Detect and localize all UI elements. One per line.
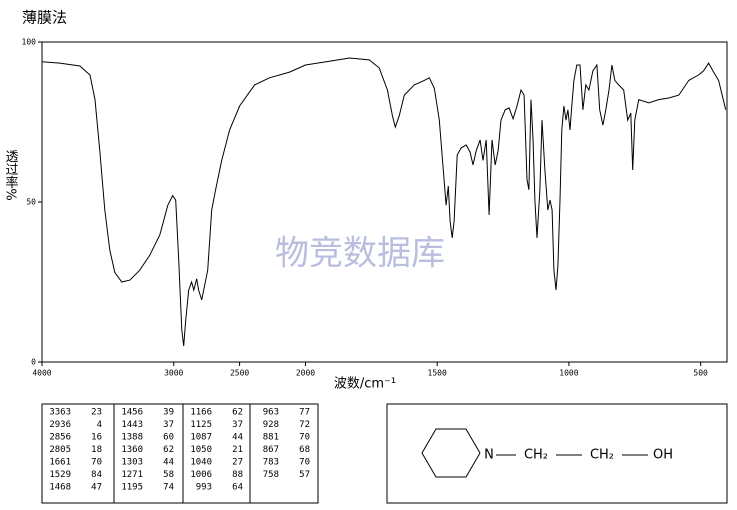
peak-wavenumber: 1456 [121, 408, 143, 418]
peak-transmittance: 57 [299, 470, 310, 480]
peak-transmittance: 68 [299, 445, 310, 455]
y-axis-label: 透过率% [3, 149, 19, 200]
peak-transmittance: 18 [91, 445, 102, 455]
y-tick-label: 0 [31, 358, 36, 367]
peak-wavenumber: 3363 [49, 408, 71, 418]
peak-wavenumber: 993 [196, 483, 212, 493]
peak-wavenumber: 1360 [121, 445, 143, 455]
peak-wavenumber: 1125 [190, 420, 212, 430]
peak-table-frame [41, 403, 319, 504]
plot-frame [41, 41, 728, 363]
x-tick-label: 1500 [428, 369, 447, 378]
peak-wavenumber: 1529 [49, 470, 71, 480]
peak-wavenumber: 2805 [49, 445, 71, 455]
peak-wavenumber: 963 [263, 408, 279, 418]
peak-wavenumber: 1166 [190, 408, 212, 418]
peak-transmittance: 47 [91, 483, 102, 493]
piperidine-ring [421, 428, 481, 478]
peak-transmittance: 58 [163, 470, 174, 480]
peak-wavenumber: 2856 [49, 433, 71, 443]
atom-label: N [484, 448, 494, 463]
peak-transmittance: 70 [299, 458, 310, 468]
peak-transmittance: 70 [91, 458, 102, 468]
chart-title: 薄膜法 [22, 9, 67, 27]
atom-label: CH₂ [524, 448, 548, 463]
peak-transmittance: 39 [163, 408, 174, 418]
peak-wavenumber: 783 [263, 458, 279, 468]
x-axis-label: 波数/cm⁻¹ [334, 377, 396, 392]
atom-label: CH₂ [590, 448, 614, 463]
peak-wavenumber: 1006 [190, 470, 212, 480]
peak-wavenumber: 881 [263, 433, 279, 443]
peak-wavenumber: 1661 [49, 458, 71, 468]
peak-wavenumber: 1040 [190, 458, 212, 468]
peak-wavenumber: 1388 [121, 433, 143, 443]
peak-transmittance: 21 [232, 445, 243, 455]
x-tick-label: 500 [693, 369, 708, 378]
peak-wavenumber: 1195 [121, 483, 143, 493]
x-tick-label: 1000 [559, 369, 578, 378]
peak-transmittance: 84 [91, 470, 102, 480]
peak-transmittance: 37 [232, 420, 243, 430]
x-tick-label: 2500 [230, 369, 249, 378]
peak-transmittance: 88 [232, 470, 243, 480]
peak-wavenumber: 867 [263, 445, 279, 455]
peak-transmittance: 74 [163, 483, 174, 493]
peak-wavenumber: 2936 [49, 420, 71, 430]
y-tick-label: 50 [26, 198, 36, 207]
x-tick-label: 4000 [32, 369, 51, 378]
peak-transmittance: 64 [232, 483, 243, 493]
peak-wavenumber: 1050 [190, 445, 212, 455]
peak-wavenumber: 928 [263, 420, 279, 430]
watermark: 物竞数据库 [275, 234, 445, 274]
peak-transmittance: 62 [232, 408, 243, 418]
peak-transmittance: 62 [163, 445, 174, 455]
peak-transmittance: 60 [163, 433, 174, 443]
peak-wavenumber: 1271 [121, 470, 143, 480]
peak-wavenumber: 1443 [121, 420, 143, 430]
x-tick-label: 3000 [164, 369, 183, 378]
spectrum-line [41, 57, 727, 347]
peak-wavenumber: 1468 [49, 483, 71, 493]
peak-transmittance: 37 [163, 420, 174, 430]
peak-transmittance: 16 [91, 433, 102, 443]
peak-transmittance: 70 [299, 433, 310, 443]
peak-transmittance: 4 [97, 420, 102, 430]
peak-wavenumber: 758 [263, 470, 279, 480]
peak-transmittance: 44 [163, 458, 174, 468]
peak-wavenumber: 1087 [190, 433, 212, 443]
peak-transmittance: 27 [232, 458, 243, 468]
x-tick-label: 2000 [296, 369, 315, 378]
peak-transmittance: 23 [91, 408, 102, 418]
peak-transmittance: 44 [232, 433, 243, 443]
peak-transmittance: 72 [299, 420, 310, 430]
peak-wavenumber: 1303 [121, 458, 143, 468]
atom-label: OH [653, 448, 673, 463]
y-tick-label: 100 [22, 38, 37, 47]
structure-frame [386, 403, 728, 504]
peak-transmittance: 77 [299, 408, 310, 418]
